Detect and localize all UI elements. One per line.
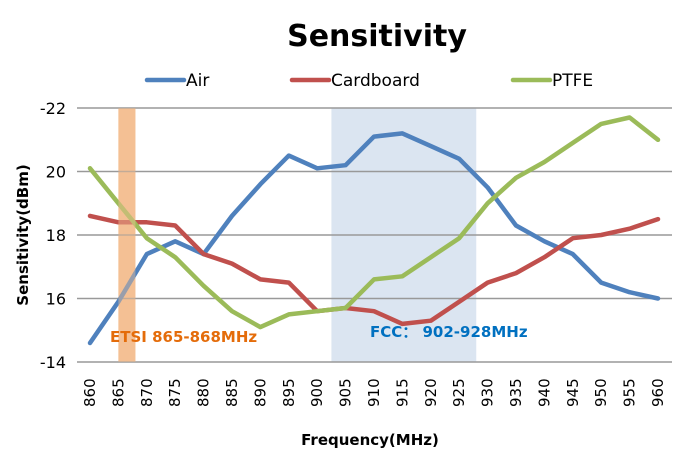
x-tick-label: 870 (138, 378, 156, 407)
y-tick-label: 18 (46, 226, 66, 245)
x-tick-label: 890 (251, 378, 269, 407)
y-axis-title: Sensitivity(dBm) (14, 164, 32, 305)
x-tick-label: 865 (109, 378, 127, 407)
x-tick-label: 875 (166, 378, 184, 407)
x-tick-label: 930 (479, 378, 497, 407)
series-line-cardboard (87, 213, 661, 327)
band-label-1: FCC： 902-928MHz (370, 323, 528, 341)
x-tick-label: 925 (450, 378, 468, 407)
x-tick-label: 950 (592, 378, 610, 407)
legend-label-cardboard: Cardboard (331, 71, 420, 91)
x-tick-label: 960 (649, 378, 667, 407)
series-line-ptfe (87, 115, 661, 330)
band-overlay (118, 108, 136, 362)
x-tick-label: 900 (308, 378, 326, 407)
legend: Air Cardboard PTFE (144, 71, 593, 91)
series-line-air (87, 131, 661, 346)
x-tick-label: 915 (393, 378, 411, 407)
x-tick-label: 935 (507, 378, 525, 407)
band-labels: ETSI 865-868MHz FCC： 902-928MHz (110, 323, 528, 346)
legend-label-air: Air (186, 71, 209, 91)
y-axis-ticks: -22 20 18 16 -14 (40, 99, 66, 372)
x-tick-label: 940 (535, 378, 553, 407)
x-tick-label: 905 (337, 378, 355, 407)
y-tick-label: 16 (46, 290, 66, 309)
x-axis-ticks: 860 865 870 875 880 885 890 895 900 905 910 915 920 9… (81, 378, 667, 407)
x-axis-title: Frequency(MHz) (301, 431, 439, 449)
y-tick-label: -22 (40, 99, 66, 118)
y-tick-label: -14 (40, 353, 66, 372)
chart-title: Sensitivity (287, 19, 467, 54)
x-tick-label: 880 (195, 378, 213, 407)
series-lines (87, 108, 661, 362)
legend-label-ptfe: PTFE (552, 71, 593, 91)
x-tick-label: 920 (422, 378, 440, 407)
x-tick-label: 910 (365, 378, 383, 407)
gridlines (77, 107, 672, 363)
x-tick-label: 895 (280, 378, 298, 407)
y-tick-label: 20 (46, 163, 66, 182)
x-tick-label: 885 (223, 378, 241, 407)
x-tick-label: 945 (564, 378, 582, 407)
x-tick-label: 860 (81, 378, 99, 407)
band-label-0: ETSI 865-868MHz (110, 328, 257, 346)
x-tick-label: 955 (621, 378, 639, 407)
